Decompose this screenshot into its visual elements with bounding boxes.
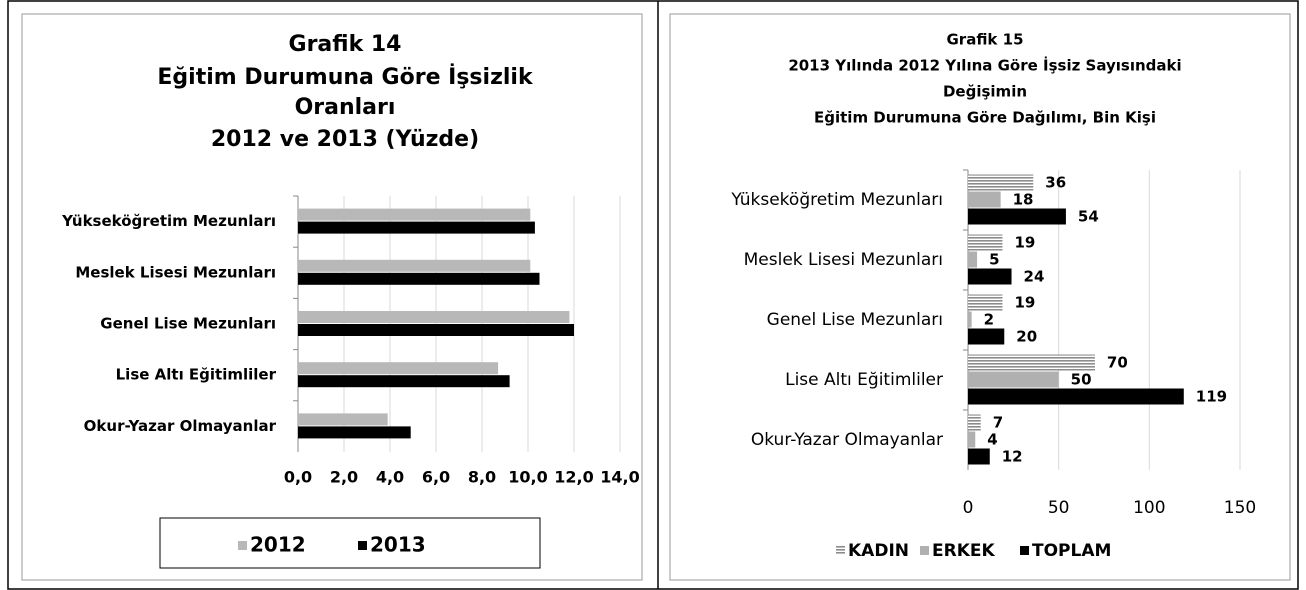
y-tick-label: Okur-Yazar Olmayanlar <box>84 417 277 435</box>
bar <box>968 294 1003 311</box>
legend-label: 2012 <box>250 533 306 557</box>
bar <box>298 426 411 439</box>
bar <box>298 375 510 388</box>
bar <box>968 234 1003 251</box>
y-tick-label: Yükseköğretim Mezunları <box>61 212 276 230</box>
chart-frame <box>21 13 643 581</box>
legend-label: 2013 <box>370 533 426 557</box>
data-label: 5 <box>989 251 999 269</box>
data-label: 7 <box>993 414 1003 432</box>
bar <box>298 272 540 285</box>
chart-title: Grafik 15 <box>946 31 1023 49</box>
data-label: 19 <box>1014 294 1035 312</box>
legend-label: TOPLAM <box>1032 541 1111 561</box>
y-tick-label: Meslek Lisesi Mezunları <box>744 250 943 270</box>
data-label: 70 <box>1107 354 1128 372</box>
bar <box>968 448 990 465</box>
bar <box>298 324 574 336</box>
legend-swatch <box>238 541 247 550</box>
y-tick-label: Meslek Lisesi Mezunları <box>75 263 276 281</box>
legend-label: ERKEK <box>932 541 995 561</box>
y-tick-label: Genel Lise Mezunları <box>767 310 943 330</box>
bar <box>968 251 978 268</box>
bar <box>298 311 570 323</box>
data-label: 19 <box>1014 234 1035 252</box>
x-tick-label: 0 <box>963 498 974 518</box>
bar <box>298 208 531 221</box>
chart-title: Grafik 14 <box>289 32 402 57</box>
chart-title: Eğitim Durumuna Göre İşsizlik <box>157 64 534 90</box>
x-tick-label: 100 <box>1133 498 1165 518</box>
data-label: 4 <box>987 431 997 449</box>
outer-frame <box>7 0 1299 590</box>
x-tick-label: 8,0 <box>468 468 496 487</box>
y-tick-label: Genel Lise Mezunları <box>100 315 276 333</box>
legend-frame <box>159 517 541 569</box>
bar <box>968 268 1012 285</box>
bar <box>968 208 1066 225</box>
data-label: 54 <box>1078 208 1099 226</box>
bar <box>968 311 972 328</box>
legend-label: KADIN <box>848 541 909 561</box>
chart-title: Değişimin <box>943 83 1027 101</box>
x-tick-label: 12,0 <box>554 468 593 487</box>
bar <box>968 354 1095 371</box>
bar <box>968 388 1184 405</box>
data-label: 24 <box>1024 268 1045 286</box>
data-label: 20 <box>1016 328 1037 346</box>
y-tick-label: Lise Altı Eğitimliler <box>116 366 277 384</box>
legend-swatch <box>836 546 845 555</box>
chart-title: Eğitim Durumuna Göre Dağılımı, Bin Kişi <box>814 109 1156 127</box>
x-tick-label: 10,0 <box>508 468 547 487</box>
bar <box>968 174 1034 191</box>
bar <box>968 328 1005 345</box>
data-label: 50 <box>1071 371 1092 389</box>
y-tick-label: Okur-Yazar Olmayanlar <box>751 430 943 450</box>
bar <box>298 413 388 426</box>
x-tick-label: 2,0 <box>330 468 358 487</box>
chart-title: 2013 Yılında 2012 Yılına Göre İşsiz Sayı… <box>788 56 1181 75</box>
y-tick-label: Lise Altı Eğitimliler <box>785 370 943 390</box>
data-label: 2 <box>984 311 994 329</box>
data-label: 119 <box>1196 388 1227 406</box>
x-tick-label: 14,0 <box>600 468 639 487</box>
bar <box>298 221 535 234</box>
y-tick-label: Yükseköğretim Mezunları <box>730 190 943 210</box>
bar <box>968 371 1059 388</box>
data-label: 36 <box>1045 174 1066 192</box>
legend-swatch <box>920 546 929 555</box>
bar <box>298 362 499 375</box>
x-tick-label: 150 <box>1224 498 1256 518</box>
data-label: 18 <box>1013 191 1034 209</box>
legend-swatch <box>358 541 367 550</box>
chart-title: 2012 ve 2013 (Yüzde) <box>211 127 479 152</box>
x-tick-label: 6,0 <box>422 468 450 487</box>
bar <box>968 191 1001 208</box>
data-label: 12 <box>1002 448 1023 466</box>
bar <box>968 414 981 431</box>
x-tick-label: 4,0 <box>376 468 404 487</box>
chart-title: Oranları <box>295 95 396 120</box>
x-tick-label: 0,0 <box>284 468 312 487</box>
chart-frame <box>669 13 1291 581</box>
bar <box>298 259 531 272</box>
bar <box>968 431 976 448</box>
x-tick-label: 50 <box>1048 498 1070 518</box>
legend-swatch <box>1020 546 1029 555</box>
